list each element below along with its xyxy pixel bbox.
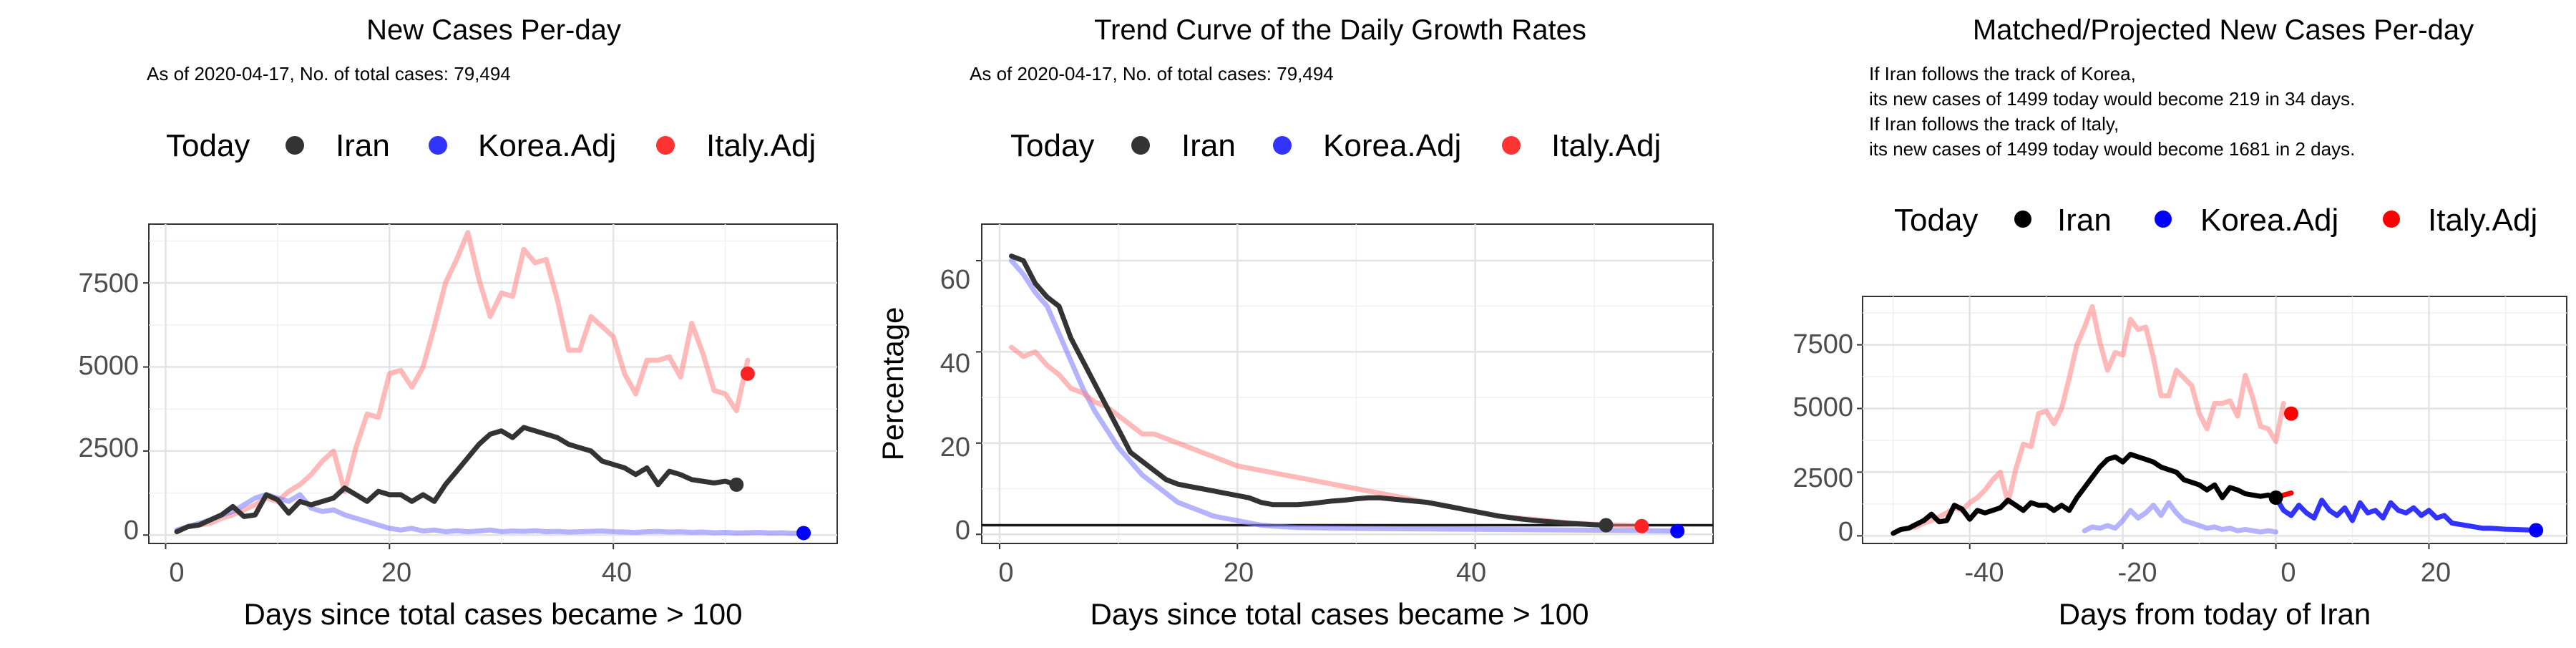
today-point-italy-adj [740, 366, 755, 381]
panel-2-y-ticks: 0 20 40 60 [940, 265, 970, 546]
legend-label-iran: Iran [1181, 128, 1236, 163]
legend-key-iran [2014, 211, 2031, 228]
panel-3-legend: Today Iran Korea.Adj Italy.Adj [1894, 203, 2537, 238]
legend-key-korea [429, 136, 447, 155]
y-tick: 5000 [1792, 392, 1853, 422]
x-tick: 0 [998, 558, 1013, 588]
legend-key-korea [1273, 136, 1292, 155]
panel-3-x-axis-label: Days from today of Iran [2059, 597, 2371, 631]
legend-key-italy [656, 136, 675, 155]
x-tick: -20 [2118, 558, 2157, 588]
panel-3-subtitle-line: If Iran follows the track of Italy, [1869, 113, 2119, 135]
panel-2-subtitle: As of 2020-04-17, No. of total cases: 79… [970, 63, 1334, 84]
legend-label-korea: Korea.Adj [478, 128, 616, 163]
legend-key-iran [1131, 136, 1150, 155]
legend-label-iran: Iran [2057, 203, 2112, 238]
panel-1-subtitle: As of 2020-04-17, No. of total cases: 79… [147, 63, 511, 84]
panel-1-y-ticks: 0 2500 5000 7500 [78, 269, 139, 546]
legend-title: Today [1894, 203, 1978, 238]
panel-3-plot-area [1862, 296, 2567, 544]
x-tick: 0 [169, 558, 184, 588]
legend-label-korea: Korea.Adj [2200, 203, 2338, 238]
today-point-italy-adj [1634, 518, 1649, 533]
y-tick: 7500 [78, 269, 139, 299]
y-tick: 5000 [78, 351, 139, 381]
today-point-iran [2268, 490, 2283, 506]
today-point-italy-adj [2283, 406, 2298, 421]
legend-label-korea: Korea.Adj [1323, 128, 1461, 163]
legend-key-iran [286, 136, 304, 155]
y-tick: 60 [940, 265, 970, 295]
panel-1-today-points [729, 366, 811, 541]
x-tick: 20 [381, 558, 411, 588]
panel-3-y-ticks: 0 2500 5000 7500 [1792, 329, 1853, 547]
legend-title: Today [166, 128, 250, 163]
panel-3-subtitle-line: its new cases of 1499 today would become… [1869, 138, 2355, 160]
today-point-iran [1599, 518, 1614, 533]
panel-1-x-ticks: 0 20 40 [169, 558, 632, 588]
panel-1-plot-area [148, 223, 838, 544]
x-tick: 40 [1456, 558, 1486, 588]
legend-label-italy: Italy.Adj [706, 128, 816, 163]
panel-2-legend: Today Iran Korea.Adj Italy.Adj [1010, 128, 1661, 163]
series-line-iran [1009, 253, 1609, 528]
series-line-iran [174, 425, 739, 535]
panel-1-grid [143, 224, 837, 549]
today-point-korea-adj [796, 526, 811, 541]
panel-3: Matched/Projected New Cases Per-day If I… [1792, 14, 2567, 631]
y-tick: 2500 [78, 433, 139, 463]
panel-1-legend: Today Iran Korea.Adj Italy.Adj [166, 128, 816, 163]
panel-2-plot-area [981, 223, 1714, 544]
today-point-korea-adj [2529, 523, 2544, 538]
y-tick: 0 [1838, 517, 1853, 547]
panel-2-x-axis-label: Days since total cases became > 100 [1091, 597, 1589, 631]
legend-title: Today [1010, 128, 1094, 163]
series-line-iran [1890, 452, 2279, 536]
panel-2-x-ticks: 0 20 40 [998, 558, 1486, 588]
series-line-korea-adj [2273, 495, 2539, 533]
today-point-iran [729, 477, 744, 492]
legend-key-italy [2383, 211, 2400, 228]
panel-3-title: Matched/Projected New Cases Per-day [1973, 14, 2474, 46]
panel-3-subtitle-line: If Iran follows the track of Korea, [1869, 63, 2136, 84]
legend-label-iran: Iran [336, 128, 390, 163]
legend-label-italy: Italy.Adj [1551, 128, 1661, 163]
legend-key-italy [1502, 136, 1521, 155]
panel-1: New Cases Per-day As of 2020-04-17, No. … [78, 14, 838, 631]
x-tick: 40 [602, 558, 632, 588]
series-line-korea-adj [1009, 258, 1680, 534]
panel-1-x-axis-label: Days since total cases became > 100 [244, 597, 743, 631]
panel-3-today-points [2268, 406, 2544, 538]
y-tick: 7500 [1792, 329, 1853, 359]
x-tick: 0 [2280, 558, 2296, 588]
series-line-korea-adj [174, 492, 806, 536]
today-point-korea-adj [1670, 523, 1685, 538]
x-tick: 20 [2421, 558, 2451, 588]
panel-1-title: New Cases Per-day [366, 14, 621, 46]
panel-2: Trend Curve of the Daily Growth Rates As… [876, 14, 1714, 631]
series-line-korea-adj-past [2082, 500, 2279, 535]
panel-2-title: Trend Curve of the Daily Growth Rates [1094, 14, 1586, 46]
panel-3-subtitle-line: its new cases of 1499 today would become… [1869, 88, 2355, 110]
panel-3-x-ticks: -20 -40 0 20 [1965, 558, 2451, 588]
x-tick: -40 [1965, 558, 2004, 588]
panel-2-today-points [1599, 518, 1685, 538]
y-tick: 0 [124, 516, 139, 546]
panel-2-y-axis-label: Percentage [876, 307, 909, 461]
y-tick: 2500 [1792, 463, 1853, 493]
legend-label-italy: Italy.Adj [2428, 203, 2537, 238]
panel-1-series [174, 230, 806, 536]
y-tick: 20 [940, 432, 970, 463]
legend-key-korea [2155, 211, 2172, 228]
x-tick: 20 [1224, 558, 1254, 588]
panel-2-series [982, 253, 1713, 534]
y-tick: 0 [955, 516, 970, 546]
panel-3-series [1890, 304, 2539, 536]
y-tick: 40 [940, 349, 970, 379]
